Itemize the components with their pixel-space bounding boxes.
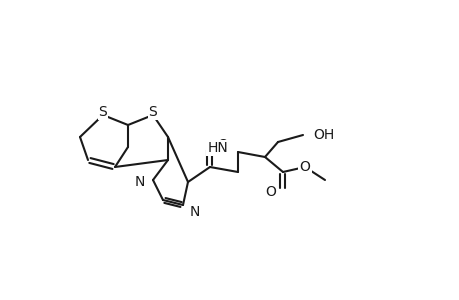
Text: N: N [190, 205, 200, 219]
Text: O: O [299, 160, 310, 174]
Text: S: S [98, 105, 107, 119]
Text: HN: HN [207, 141, 228, 155]
Text: O: O [217, 138, 227, 152]
Text: O: O [264, 185, 275, 199]
Text: N: N [134, 175, 145, 189]
Text: S: S [148, 105, 157, 119]
Text: OH: OH [312, 128, 334, 142]
